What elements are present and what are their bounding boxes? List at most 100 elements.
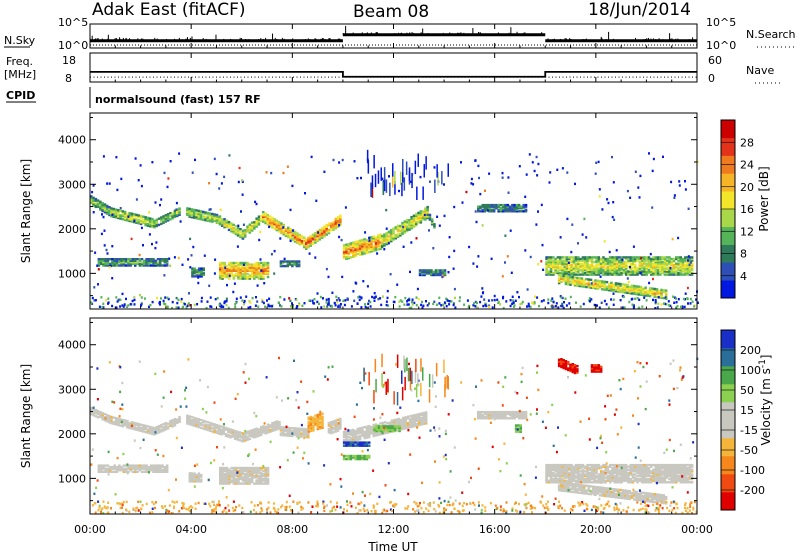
echo-cell xyxy=(354,441,357,443)
echo-cell xyxy=(442,304,444,306)
echo-cell xyxy=(101,202,104,204)
echo-cell xyxy=(296,427,299,429)
echo-cell xyxy=(102,303,104,305)
echo-cell xyxy=(285,233,288,235)
echo-cell xyxy=(493,204,496,206)
echo-cell xyxy=(314,256,316,258)
echo-cell xyxy=(368,445,371,447)
echo-cell xyxy=(152,258,155,260)
echo-cell xyxy=(429,214,432,216)
echo-cell xyxy=(525,209,528,211)
echo-cell xyxy=(374,292,376,294)
echo-cell xyxy=(354,455,357,457)
y-tick-label: 4000 xyxy=(58,134,86,147)
echo-cell xyxy=(574,280,577,282)
echo-cell xyxy=(139,294,141,296)
echo-cell xyxy=(664,273,667,275)
echo-cell xyxy=(251,467,254,469)
echo-cell xyxy=(255,262,258,264)
echo-cell xyxy=(556,169,558,171)
echo-cell xyxy=(135,218,138,220)
echo-cell xyxy=(189,238,191,240)
echo-cell xyxy=(125,298,127,300)
echo-cell xyxy=(139,464,142,466)
echo-cell xyxy=(197,276,199,278)
echo-cell xyxy=(504,235,506,237)
echo-cell xyxy=(133,213,136,215)
echo-cell xyxy=(202,424,205,426)
echo-cell xyxy=(219,467,222,469)
echo-cell xyxy=(507,417,510,419)
echo-cell xyxy=(139,254,141,256)
echo-cell xyxy=(363,431,366,433)
echo-cell xyxy=(417,212,420,214)
echo-cell xyxy=(567,275,570,277)
echo-cell xyxy=(542,269,544,271)
echo-cell xyxy=(99,201,102,203)
echo-cell xyxy=(332,427,335,429)
echo-cell xyxy=(282,226,284,228)
echo-cell xyxy=(672,238,674,240)
echo-cell xyxy=(542,244,544,246)
echo-cell xyxy=(156,297,158,299)
echo-cell xyxy=(392,425,395,427)
echo-cell xyxy=(209,422,212,424)
echo-cell xyxy=(433,223,436,225)
echo-cell xyxy=(271,305,273,307)
echo-cell xyxy=(133,422,136,424)
echo-cell xyxy=(395,226,398,228)
echo-cell xyxy=(169,420,172,422)
echo-cell xyxy=(556,302,558,304)
echo-cell xyxy=(258,475,261,477)
echo-cell xyxy=(462,201,464,203)
echo-cell xyxy=(148,258,151,260)
echo-cell xyxy=(547,302,549,304)
echo-cell xyxy=(377,234,380,236)
echo-cell xyxy=(200,427,203,429)
echo-cell xyxy=(221,267,224,269)
echo-cell xyxy=(357,253,360,255)
echo-cell xyxy=(265,426,268,428)
echo-cell xyxy=(130,258,133,260)
echo-cell xyxy=(167,306,169,308)
echo-cell xyxy=(116,189,118,191)
echo-cell xyxy=(436,164,438,177)
echo-cell xyxy=(432,271,435,273)
echo-cell xyxy=(670,261,673,263)
echo-cell xyxy=(632,256,635,258)
echo-cell xyxy=(207,212,210,214)
echo-cell xyxy=(159,204,161,206)
echo-cell xyxy=(100,296,102,298)
echo-cell xyxy=(519,165,521,167)
echo-cell xyxy=(326,233,329,235)
colorbar-tick-label: 20 xyxy=(740,181,754,194)
nave-label: Nave xyxy=(746,64,774,77)
echo-cell xyxy=(291,430,294,432)
echo-cell xyxy=(332,431,335,433)
echo-cell xyxy=(323,305,325,307)
echo-cell xyxy=(373,155,375,168)
echo-cell xyxy=(566,304,568,306)
echo-cell xyxy=(242,467,245,469)
echo-cell xyxy=(103,155,105,157)
echo-cell xyxy=(192,172,194,174)
colorbar-tick-label: 24 xyxy=(740,159,754,172)
echo-cell xyxy=(359,427,362,429)
echo-cell xyxy=(213,423,216,425)
echo-cell xyxy=(282,260,285,262)
echo-cell xyxy=(314,415,317,417)
echo-cell xyxy=(296,299,298,301)
echo-cell xyxy=(328,229,331,231)
echo-cell xyxy=(314,232,317,234)
echo-cell xyxy=(425,411,428,413)
echo-cell xyxy=(283,230,286,232)
echo-cell xyxy=(234,306,236,308)
echo-cell xyxy=(282,426,285,428)
echo-cell xyxy=(142,424,145,426)
echo-cell xyxy=(115,208,118,210)
echo-cell xyxy=(677,263,680,265)
echo-cell xyxy=(125,468,128,470)
echo-cell xyxy=(484,204,487,206)
echo-cell xyxy=(253,428,256,430)
echo-cell xyxy=(109,182,111,184)
